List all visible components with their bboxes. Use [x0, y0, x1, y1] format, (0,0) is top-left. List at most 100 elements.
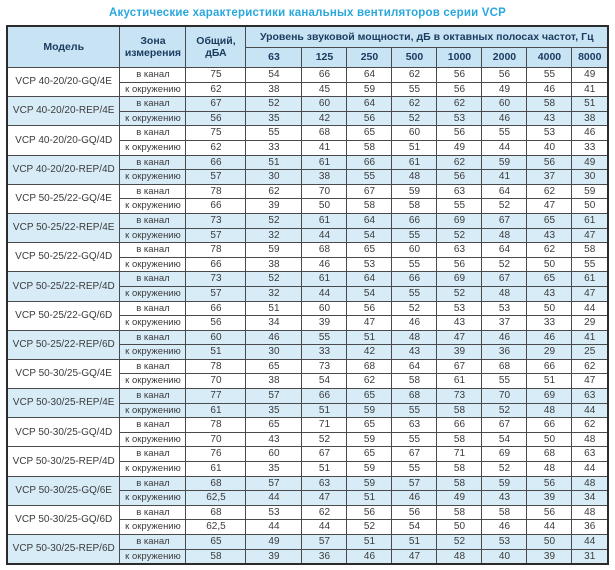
- level-cell-250hz: 68: [346, 358, 393, 375]
- level-cell-4000hz: 48: [526, 402, 573, 419]
- level-cell-63hz: 43: [245, 431, 303, 448]
- level-cell-125hz: 44: [301, 227, 348, 244]
- level-cell-250hz: 53: [346, 256, 393, 273]
- col-header-freq-8000: 8000: [571, 47, 609, 68]
- level-cell-500hz: 68: [391, 388, 438, 404]
- level-cell-4000hz: 33: [526, 315, 573, 331]
- level-cell-2000hz: 53: [481, 534, 528, 550]
- level-cell-2000hz: 49: [481, 81, 528, 98]
- level-cell-125hz: 55: [301, 329, 348, 346]
- level-cell-8000hz: 34: [571, 490, 609, 506]
- total-dba-cell: 57: [185, 285, 247, 302]
- level-cell-2000hz: 48: [481, 285, 528, 302]
- total-dba-cell: 78: [185, 417, 247, 433]
- level-cell-8000hz: 33: [571, 139, 609, 156]
- level-cell-8000hz: 61: [571, 271, 609, 287]
- table-row: VCP 40-20/20-REP/4E в канал 67 52 60 64 62 62 60…: [6, 96, 609, 127]
- level-cell-63hz: 35: [245, 402, 303, 419]
- model-name-cell: VCP 40-20/20-REP/4D: [6, 154, 121, 185]
- level-cell-63hz: 52: [245, 271, 303, 287]
- level-cell-125hz: 71: [301, 417, 348, 433]
- level-cell-63hz: 33: [245, 139, 303, 156]
- col-header-total: Общий, дБА: [185, 25, 247, 68]
- level-cell-500hz: 59: [391, 183, 438, 200]
- level-cell-63hz: 57: [245, 475, 303, 492]
- level-cell-1000hz: 47: [436, 329, 483, 346]
- level-cell-8000hz: 47: [571, 285, 609, 302]
- level-cell-8000hz: 63: [571, 388, 609, 404]
- level-cell-63hz: 53: [245, 504, 303, 521]
- zone-cell: к окружению: [119, 548, 187, 565]
- level-cell-250hz: 54: [346, 285, 393, 302]
- level-cell-250hz: 54: [346, 227, 393, 244]
- level-cell-125hz: 67: [301, 446, 348, 463]
- col-header-freq-250: 250: [346, 47, 393, 68]
- level-cell-250hz: 59: [346, 431, 393, 448]
- level-cell-125hz: 33: [301, 344, 348, 360]
- level-cell-8000hz: 38: [571, 110, 609, 127]
- level-cell-4000hz: 50: [526, 300, 573, 317]
- level-cell-500hz: 48: [391, 169, 438, 185]
- level-cell-4000hz: 37: [526, 169, 573, 185]
- level-cell-2000hz: 68: [481, 358, 528, 375]
- level-cell-4000hz: 50: [526, 256, 573, 273]
- zone-cell: к окружению: [119, 315, 187, 331]
- level-cell-8000hz: 55: [571, 256, 609, 273]
- level-cell-8000hz: 41: [571, 81, 609, 98]
- level-cell-2000hz: 44: [481, 139, 528, 156]
- model-name-cell: VCP 50-30/25-GQ/4E: [6, 358, 121, 390]
- level-cell-125hz: 51: [301, 402, 348, 419]
- zone-cell: в канал: [119, 67, 187, 83]
- level-cell-500hz: 46: [391, 315, 438, 331]
- level-cell-4000hz: 39: [526, 548, 573, 565]
- table-row: к окружению 56 34 39 47 46 43 37 33 29: [7, 315, 609, 331]
- level-cell-250hz: 59: [346, 81, 393, 98]
- col-header-model: Модель: [6, 25, 121, 68]
- level-cell-4000hz: 29: [526, 344, 573, 360]
- total-dba-cell: 66: [185, 300, 247, 317]
- level-cell-4000hz: 66: [526, 417, 573, 433]
- level-cell-2000hz: 48: [481, 227, 528, 244]
- level-cell-1000hz: 62: [436, 154, 483, 171]
- level-cell-500hz: 60: [391, 125, 438, 141]
- model-name-cell: VCP 50-25/22-REP/4D: [6, 271, 121, 302]
- zone-cell: к окружению: [119, 402, 187, 419]
- table-row: VCP 50-30/25-GQ/6D в канал 68 53 62 56 56 58 58 5…: [6, 504, 609, 536]
- table-row: к окружению 62,5 44 47 51 46 49 43 39 34: [7, 490, 609, 506]
- level-cell-2000hz: 46: [481, 110, 528, 127]
- total-dba-cell: 68: [185, 504, 247, 521]
- table-row: к окружению 70 43 52 59 55 58 54 50 48: [7, 431, 609, 448]
- level-cell-250hz: 65: [346, 446, 393, 463]
- level-cell-500hz: 61: [391, 154, 438, 171]
- level-cell-250hz: 46: [346, 548, 393, 565]
- zone-cell: к окружению: [119, 461, 187, 477]
- level-cell-500hz: 46: [391, 490, 438, 506]
- level-cell-8000hz: 58: [571, 242, 609, 258]
- level-cell-1000hz: 39: [436, 344, 483, 360]
- level-cell-1000hz: 53: [436, 110, 483, 127]
- level-cell-125hz: 61: [301, 271, 348, 287]
- level-cell-63hz: 60: [245, 446, 303, 463]
- level-cell-63hz: 54: [245, 67, 303, 83]
- zone-cell: в канал: [119, 388, 187, 404]
- total-dba-cell: 62: [185, 139, 247, 156]
- level-cell-125hz: 61: [301, 154, 348, 171]
- level-cell-63hz: 34: [245, 315, 303, 331]
- level-cell-2000hz: 55: [481, 125, 528, 141]
- level-cell-500hz: 52: [391, 300, 438, 317]
- level-cell-1000hz: 52: [436, 227, 483, 244]
- total-dba-cell: 62: [185, 81, 247, 98]
- level-cell-1000hz: 58: [436, 431, 483, 448]
- total-dba-cell: 78: [185, 183, 247, 200]
- level-cell-125hz: 45: [301, 81, 348, 98]
- level-cell-2000hz: 67: [481, 271, 528, 287]
- level-cell-1000hz: 56: [436, 125, 483, 141]
- zone-cell: к окружению: [119, 256, 187, 273]
- zone-cell: к окружению: [119, 490, 187, 506]
- level-cell-1000hz: 52: [436, 534, 483, 550]
- level-cell-4000hz: 43: [526, 227, 573, 244]
- level-cell-63hz: 59: [245, 242, 303, 258]
- level-cell-4000hz: 56: [526, 154, 573, 171]
- level-cell-4000hz: 50: [526, 534, 573, 550]
- table-row: VCP 50-25/22-REP/4E в канал 73 52 61 64 66 69 67…: [6, 212, 609, 244]
